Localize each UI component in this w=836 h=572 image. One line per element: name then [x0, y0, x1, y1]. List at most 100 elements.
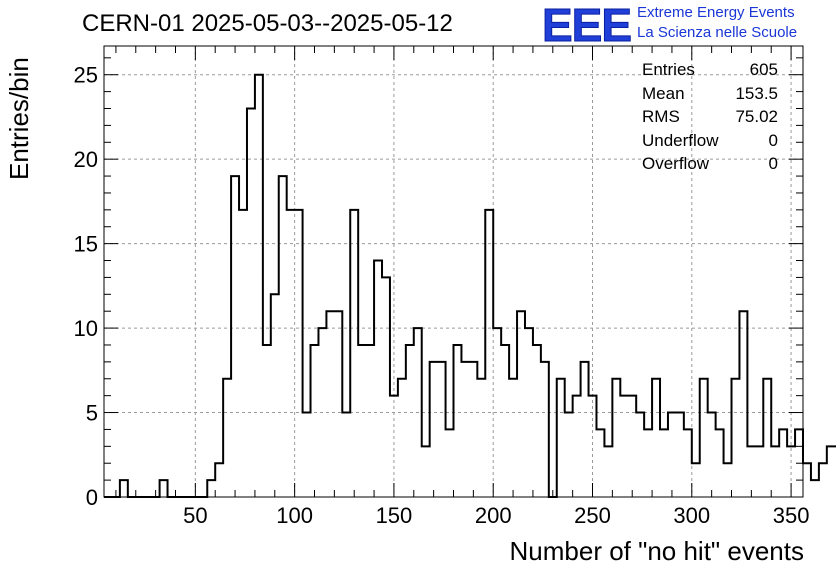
histogram-bin — [755, 446, 763, 497]
logo-subtitle-line1: Extreme Energy Events — [637, 4, 795, 21]
histogram-bin — [239, 210, 247, 497]
histogram-bin — [454, 345, 462, 497]
histogram-bin — [350, 210, 358, 497]
histogram-bin — [477, 379, 485, 497]
histogram-bin — [620, 396, 628, 497]
histogram-bin — [231, 176, 239, 497]
histogram-bin — [747, 446, 755, 497]
histogram-bin — [398, 379, 406, 497]
histogram-bin — [533, 345, 541, 497]
stat-label: RMS — [642, 107, 680, 126]
histogram-bin — [295, 210, 303, 497]
stat-underflow: Underflow 0 — [642, 129, 778, 153]
histogram-bin — [660, 429, 668, 497]
y-tick-label: 0 — [86, 485, 98, 510]
y-tick-label: 5 — [86, 401, 98, 426]
histogram-bin — [390, 396, 398, 497]
stat-label: Underflow — [642, 130, 719, 150]
stat-value: 153.5 — [735, 83, 778, 103]
x-axis-label: Number of "no hit" events — [509, 536, 805, 566]
histogram-bin — [247, 108, 255, 497]
histogram-bin — [692, 463, 700, 497]
histogram-bin — [311, 345, 319, 497]
histogram-bin — [700, 379, 708, 497]
histogram-bin — [811, 480, 819, 497]
histogram-bin — [223, 379, 231, 497]
histogram-bin — [803, 463, 811, 497]
histogram-bin — [724, 463, 732, 497]
histogram-bin — [446, 429, 454, 497]
histogram-bin — [334, 311, 342, 497]
histogram-bin — [501, 345, 509, 497]
histogram-bin — [716, 429, 724, 497]
histogram-bin — [287, 210, 295, 497]
y-tick-label: 10 — [74, 316, 98, 341]
y-axis-label: Entries/bin — [4, 57, 34, 180]
histogram-bin — [573, 396, 581, 497]
histogram-bin — [509, 379, 517, 497]
histogram-bin — [215, 463, 223, 497]
histogram-bin — [827, 446, 835, 497]
histogram-bin — [469, 362, 477, 497]
x-tick-label: 100 — [276, 503, 313, 528]
histogram-bin — [652, 379, 660, 497]
histogram-bin — [271, 294, 279, 497]
histogram-bin — [430, 362, 438, 497]
histogram-bin — [525, 328, 533, 497]
histogram-bin — [120, 480, 128, 497]
histogram-bin — [414, 328, 422, 497]
x-tick-label: 250 — [574, 503, 611, 528]
histogram-bin — [636, 413, 644, 497]
stat-mean: Mean 153.5 — [642, 82, 778, 106]
histogram-bin — [160, 480, 168, 497]
histogram-bin — [644, 429, 652, 497]
histogram-bin — [565, 413, 573, 497]
histogram-bin — [732, 379, 740, 497]
stat-overflow: Overflow 0 — [642, 152, 778, 176]
y-tick-label: 15 — [74, 232, 98, 257]
stat-value: 75.02 — [735, 107, 778, 126]
histogram-bin — [612, 379, 620, 497]
x-tick-label: 150 — [376, 503, 413, 528]
histogram-bin — [739, 311, 747, 497]
histogram-bin — [557, 379, 565, 497]
histogram-bin — [422, 446, 430, 497]
histogram-bin — [207, 480, 215, 497]
histogram-bin — [485, 210, 493, 497]
histogram-bin — [342, 413, 350, 497]
histogram-bin — [326, 311, 334, 497]
stat-value: 0 — [768, 130, 778, 150]
histogram-bin — [318, 328, 326, 497]
histogram-bin — [787, 446, 795, 497]
chart-title: CERN-01 2025-05-03--2025-05-12 — [82, 10, 453, 37]
x-tick-label: 200 — [475, 503, 512, 528]
logo-subtitle-line2: La Scienza nelle Scuole — [637, 24, 798, 41]
stat-label: Overflow — [642, 154, 710, 173]
y-tick-label: 20 — [74, 147, 98, 172]
histogram-bin — [279, 176, 287, 497]
stat-label: Entries — [642, 60, 695, 79]
histogram-bin — [406, 345, 414, 497]
stat-label: Mean — [642, 83, 685, 103]
histogram-bin — [779, 429, 787, 497]
histogram-bin — [517, 311, 525, 497]
histogram-bin — [604, 446, 612, 497]
histogram-line — [104, 73, 836, 498]
y-tick-label: 25 — [74, 63, 98, 88]
eee-logo: EEE — [541, 0, 632, 52]
histogram-bin — [708, 413, 716, 497]
x-tick-label: 300 — [673, 503, 710, 528]
histogram-bin — [684, 429, 692, 497]
histogram-bin — [589, 396, 597, 497]
histogram-bin — [541, 362, 549, 497]
histogram-bin — [374, 261, 382, 497]
histogram-bin — [763, 379, 771, 497]
stat-value: 0 — [768, 154, 778, 173]
histogram-bin — [628, 396, 636, 497]
histogram-bin — [676, 413, 684, 497]
histogram-bin — [819, 463, 827, 497]
stat-rms: RMS 75.02 — [642, 105, 778, 129]
histogram-bin — [461, 362, 469, 497]
histogram-bin — [303, 413, 311, 497]
